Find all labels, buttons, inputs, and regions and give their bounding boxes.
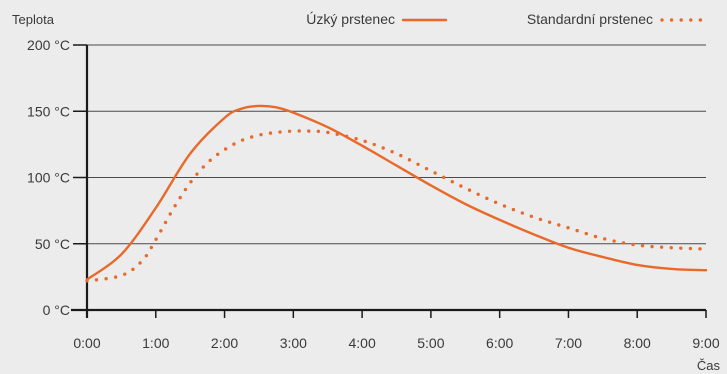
axes — [71, 44, 707, 318]
x-tick-label: 4:00 — [348, 335, 375, 351]
gridlines — [87, 44, 706, 245]
x-tick-label: 8:00 — [624, 335, 651, 351]
y-tick-label: 0 °C — [43, 302, 70, 318]
x-axis-tick-labels: 0:00 1:00 2:00 3:00 4:00 5:00 6:00 7:00 8:00 9:00 — [73, 335, 719, 351]
y-axis-tick-labels: 0 °C 50 °C 100 °C 150 °C 200 °C — [27, 37, 70, 318]
x-tick-label: 5:00 — [417, 335, 444, 351]
x-tick-label: 7:00 — [555, 335, 582, 351]
x-axis-title: Čas — [697, 358, 721, 373]
series-line-standardni-prstenec — [85, 129, 708, 283]
y-tick-label: 200 °C — [27, 37, 70, 53]
x-tick-label: 3:00 — [280, 335, 307, 351]
y-tick-label: 150 °C — [27, 103, 70, 119]
y-tick-label: 100 °C — [27, 170, 70, 186]
data-series — [85, 104, 708, 283]
x-tick-label: 6:00 — [486, 335, 513, 351]
x-tick-label: 9:00 — [692, 335, 719, 351]
y-axis-title: Teplota — [12, 12, 55, 27]
series-line-uzky-prstenec — [85, 104, 708, 281]
x-tick-label: 2:00 — [211, 335, 238, 351]
legend-label: Standardní prstenec — [527, 11, 653, 27]
legend-label: Úzký prstenec — [306, 11, 395, 27]
x-tick-label: 1:00 — [142, 335, 169, 351]
x-tick-label: 0:00 — [73, 335, 100, 351]
y-tick-label: 50 °C — [35, 236, 70, 252]
legend: Úzký prstenec Standardní prstenec — [306, 11, 706, 27]
